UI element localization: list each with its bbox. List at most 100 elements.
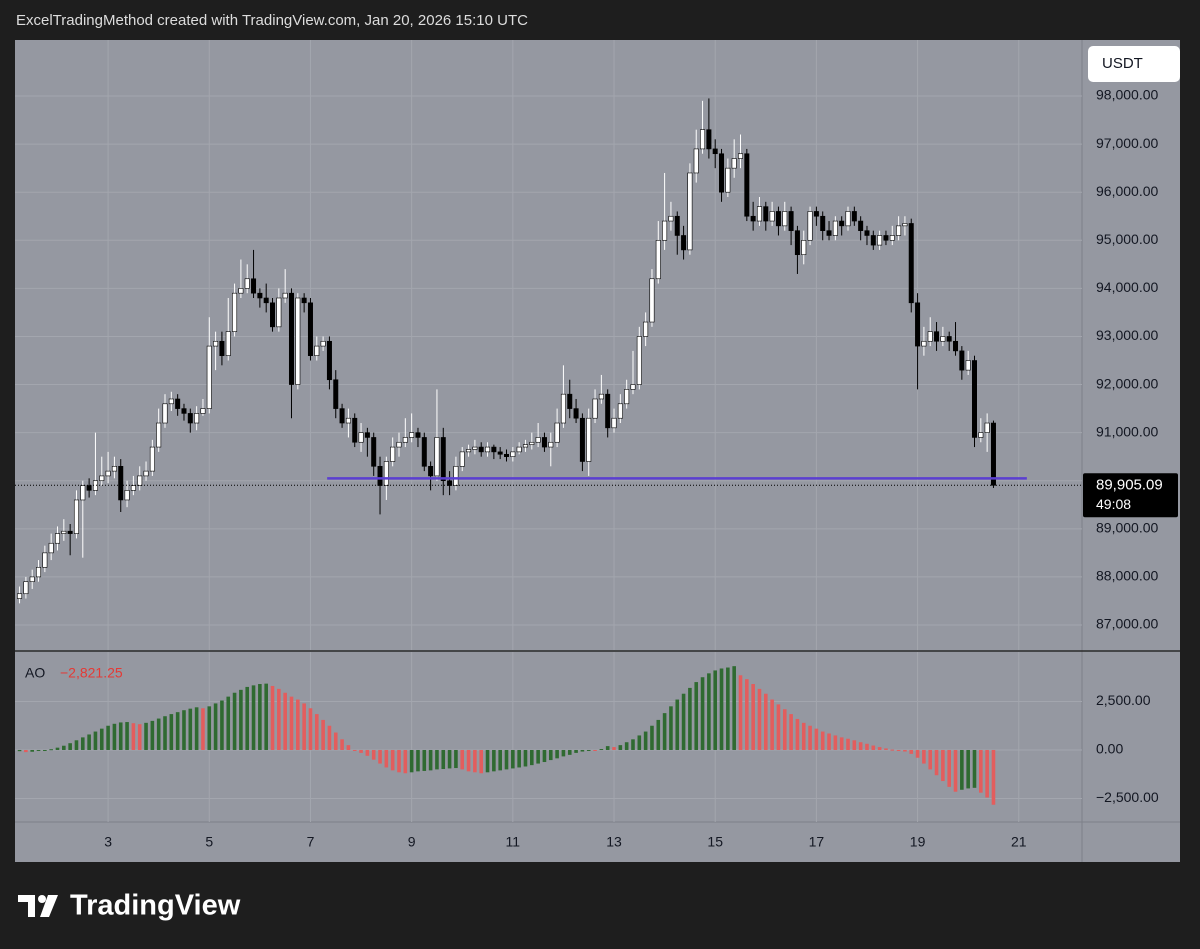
candle-body (573, 408, 579, 419)
candle-body (466, 449, 472, 453)
ao-bar (150, 720, 155, 750)
ao-bar (283, 692, 287, 750)
ao-bar (947, 749, 951, 787)
ao-bar (485, 749, 490, 773)
ao-bar (719, 668, 724, 750)
ao-bar (43, 749, 47, 751)
ao-bar (441, 749, 446, 770)
candle-body (668, 215, 674, 222)
ao-bar (960, 749, 964, 790)
y-tick-label: 87,000.00 (1096, 616, 1158, 632)
ao-bar (605, 746, 610, 750)
ao-bar (789, 714, 793, 750)
ao-bar (580, 749, 585, 752)
x-tick-label: 7 (307, 834, 315, 850)
candle-body (744, 153, 750, 217)
candle-body (769, 211, 775, 222)
ao-bar (454, 749, 458, 769)
ao-bar (922, 749, 926, 764)
ao-bar (188, 708, 193, 750)
ao-bar (586, 749, 591, 751)
ao-bar (416, 749, 420, 772)
candle-body (624, 389, 630, 405)
ao-bar (30, 749, 35, 752)
ao-bar (321, 719, 325, 750)
candle-body (73, 499, 79, 534)
y-tick-label: 97,000.00 (1096, 135, 1158, 151)
ao-bar (346, 745, 351, 750)
logo-part (38, 895, 46, 903)
candle-body (889, 235, 895, 241)
ao-bar (985, 749, 989, 798)
candle-body (23, 581, 29, 595)
candle-body (459, 451, 465, 467)
candle-body (124, 490, 130, 501)
ao-bar (934, 749, 939, 776)
ao-bar (599, 749, 604, 751)
candle-body (706, 129, 712, 150)
candle-body (763, 206, 769, 222)
candle-body (674, 215, 680, 236)
candle-body (554, 422, 560, 443)
candle-body (137, 475, 143, 486)
candle-body (301, 297, 307, 304)
candle-body (61, 530, 67, 534)
ao-bar (713, 670, 718, 750)
candle-body (238, 288, 244, 294)
candle-body (940, 336, 946, 342)
candle-body (687, 172, 693, 251)
candle-body (826, 230, 832, 236)
last-price-box (1083, 473, 1178, 518)
ao-bar (17, 749, 22, 752)
ao-bar (763, 693, 768, 750)
ao-bar (24, 749, 28, 753)
candle-body (662, 220, 668, 241)
ao-bar (574, 749, 578, 753)
candle-body (352, 417, 358, 443)
y-tick-label: −2,500.00 (1096, 789, 1159, 805)
currency-button[interactable] (1088, 46, 1180, 82)
candle-body (364, 432, 370, 438)
ao-bar (378, 749, 382, 764)
candle-body (434, 437, 440, 477)
ao-bar (871, 745, 876, 750)
ao-bar (561, 749, 566, 757)
candle-body (276, 297, 282, 328)
candle-body (548, 441, 554, 448)
ao-bar (498, 749, 502, 771)
ao-bar (460, 749, 465, 770)
x-tick-label: 21 (1011, 834, 1027, 850)
candle-body (48, 542, 54, 554)
ao-bar (504, 749, 509, 770)
candle-body (219, 340, 225, 356)
candle-body (396, 441, 402, 448)
ao-bar (296, 699, 300, 750)
candle-body (181, 408, 187, 414)
ao-bar (839, 737, 844, 750)
candle-body (586, 417, 592, 462)
candle-body (440, 437, 446, 482)
candle-body (175, 398, 181, 409)
ao-bar (700, 677, 705, 750)
indicator-title: AO (25, 665, 45, 681)
ao-bar (624, 742, 629, 750)
y-tick-label: 2,500.00 (1096, 692, 1151, 708)
candle-body (143, 470, 149, 477)
x-tick-label: 13 (606, 834, 622, 850)
candle-body (737, 153, 743, 159)
ao-bar (637, 735, 642, 750)
candle-body (339, 408, 345, 424)
candle-body (516, 446, 522, 453)
ao-bar (220, 700, 224, 750)
ao-bar (555, 749, 559, 759)
x-tick-label: 9 (408, 834, 416, 850)
candle-body (655, 239, 661, 280)
candle-body (934, 331, 940, 342)
ao-bar (548, 749, 553, 761)
candle-body (390, 446, 396, 462)
y-tick-label: 91,000.00 (1096, 423, 1158, 439)
candle-body (288, 292, 294, 385)
y-tick-label: 88,000.00 (1096, 568, 1158, 584)
candle-body (402, 437, 408, 443)
ao-bar (631, 739, 635, 750)
